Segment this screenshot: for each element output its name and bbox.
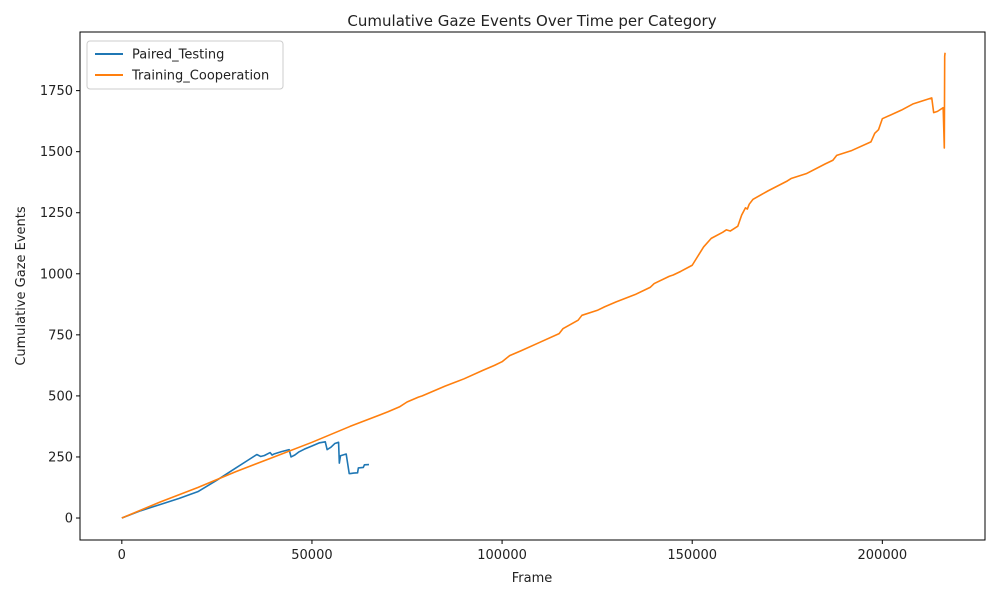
chart-title: Cumulative Gaze Events Over Time per Cat…	[347, 12, 716, 30]
x-ticks: 0 50000 100000 150000 200000	[118, 540, 907, 563]
legend-box	[86, 40, 284, 90]
y-tick-label: 1500	[40, 145, 73, 160]
plot-area: 0 50000 100000 150000 200000 0 250 500 750 1000 1…	[40, 31, 986, 563]
y-axis-title: Cumulative Gaze Events	[14, 206, 29, 366]
y-tick-label: 1250	[40, 206, 73, 221]
y-tick-label: 0	[65, 512, 73, 527]
x-tick-label: 50000	[291, 548, 332, 563]
plot-frame	[79, 31, 986, 541]
x-tick-label: 100000	[477, 548, 527, 563]
y-ticks: 0 250 500 750 1000 1250 1500 1750	[40, 84, 80, 527]
series-line-paired-testing	[121, 441, 370, 519]
y-tick-label: 1000	[40, 267, 73, 282]
series-line-training-cooperation	[121, 52, 946, 519]
series-layer	[121, 52, 946, 519]
legend: Paired_Testing Training_Cooperation	[86, 40, 284, 90]
legend-label-paired-testing: Paired_Testing	[132, 48, 224, 63]
x-axis-title: Frame	[512, 571, 553, 586]
y-tick-label: 250	[48, 450, 73, 465]
x-tick-label: 0	[118, 548, 126, 563]
y-tick-label: 500	[48, 389, 73, 404]
y-tick-label: 750	[48, 328, 73, 343]
x-tick-label: 200000	[858, 548, 908, 563]
y-tick-label: 1750	[40, 84, 73, 99]
x-tick-label: 150000	[667, 548, 717, 563]
legend-label-training-cooperation: Training_Cooperation	[131, 69, 269, 84]
